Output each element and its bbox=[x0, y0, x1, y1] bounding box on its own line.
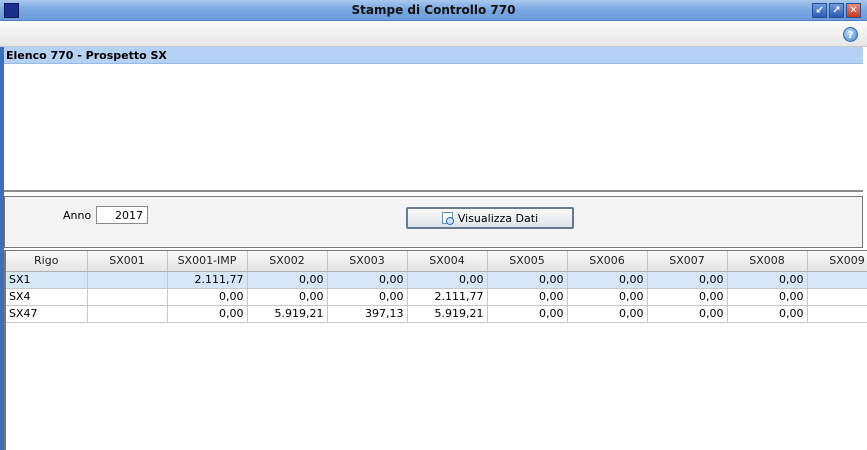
column-header-sx001[interactable]: SX001 bbox=[87, 251, 168, 272]
table-cell[interactable]: SX4 bbox=[6, 288, 88, 306]
section-title: Elenco 770 - Prospetto SX bbox=[4, 47, 863, 64]
column-header-sx005[interactable]: SX005 bbox=[487, 251, 568, 272]
table-cell[interactable]: 0,00 bbox=[647, 271, 728, 289]
table-cell[interactable]: 0,00 bbox=[407, 271, 488, 289]
table-cell[interactable]: 0,00 bbox=[167, 305, 248, 323]
visualizza-dati-button[interactable]: Visualizza Dati bbox=[406, 207, 574, 229]
data-grid: Rigo SX001 SX001-IMP SX002 SX003 SX004 SX005 SX… bbox=[4, 250, 867, 450]
content-area bbox=[4, 64, 863, 192]
app-logo-icon bbox=[4, 3, 19, 18]
title-bar: Stampe di Controllo 770 ↙ ↗ ✕ bbox=[0, 0, 867, 21]
table-cell[interactable]: 0,00 bbox=[327, 288, 408, 306]
table-cell[interactable] bbox=[87, 305, 168, 323]
column-header-sx006[interactable]: SX006 bbox=[567, 251, 648, 272]
table-cell[interactable] bbox=[87, 271, 168, 289]
window-title: Stampe di Controllo 770 bbox=[351, 3, 516, 17]
table-cell[interactable]: 5.919,21 bbox=[407, 305, 488, 323]
table-cell[interactable]: 0,00 bbox=[647, 288, 728, 306]
table-cell[interactable]: 0,00 bbox=[727, 288, 808, 306]
table-cell[interactable]: 0,00 bbox=[567, 288, 648, 306]
table-cell[interactable]: SX47 bbox=[6, 305, 88, 323]
table-cell[interactable]: 0,00 bbox=[647, 305, 728, 323]
table-cell[interactable]: 2.111,77 bbox=[407, 288, 488, 306]
maximize-button[interactable]: ↗ bbox=[829, 3, 844, 18]
table-cell[interactable]: 5.919,21 bbox=[247, 305, 328, 323]
close-button[interactable]: ✕ bbox=[846, 3, 861, 18]
table-cell[interactable]: 0,00 bbox=[327, 271, 408, 289]
column-header-sx002[interactable]: SX002 bbox=[247, 251, 328, 272]
visualizza-dati-label: Visualizza Dati bbox=[457, 211, 539, 225]
table-cell[interactable]: 0,00 bbox=[727, 271, 808, 289]
table-cell[interactable]: 0,00 bbox=[567, 271, 648, 289]
column-header-sx009[interactable]: SX009 bbox=[807, 251, 867, 272]
minimize-button[interactable]: ↙ bbox=[812, 3, 827, 18]
table-cell[interactable]: 0,00 bbox=[167, 288, 248, 306]
table-cell[interactable]: 0,00 bbox=[247, 288, 328, 306]
table-cell[interactable]: 0,00 bbox=[567, 305, 648, 323]
help-icon[interactable]: ? bbox=[843, 27, 858, 42]
table-cell[interactable]: 2.111,77 bbox=[167, 271, 248, 289]
table-cell[interactable]: 0,00 bbox=[487, 288, 568, 306]
table-cell[interactable]: 0,00 bbox=[727, 305, 808, 323]
table-row[interactable]: SX1 2.111,77 0,00 0,00 0,00 0,00 0,00 0,00 0,00 bbox=[6, 271, 867, 289]
table-cell[interactable]: 0,00 bbox=[247, 271, 328, 289]
column-header-sx004[interactable]: SX004 bbox=[407, 251, 488, 272]
table-cell[interactable]: 397,13 bbox=[327, 305, 408, 323]
column-header-rigo[interactable]: Rigo bbox=[6, 251, 88, 272]
column-header-sx001-imp[interactable]: SX001-IMP bbox=[167, 251, 248, 272]
column-header-sx003[interactable]: SX003 bbox=[327, 251, 408, 272]
window-frame bbox=[0, 47, 867, 450]
table-cell[interactable]: SX1 bbox=[6, 271, 88, 289]
anno-input[interactable] bbox=[96, 206, 148, 224]
table-cell[interactable] bbox=[87, 288, 168, 306]
table-row[interactable]: SX4 0,00 0,00 0,00 2.111,77 0,00 0,00 0,00 0,00 bbox=[6, 288, 867, 306]
column-header-sx008[interactable]: SX008 bbox=[727, 251, 808, 272]
column-header-sx007[interactable]: SX007 bbox=[647, 251, 728, 272]
table-cell[interactable]: 0,00 bbox=[487, 305, 568, 323]
anno-label: Anno bbox=[63, 209, 92, 222]
table-cell[interactable] bbox=[807, 305, 867, 323]
document-search-icon bbox=[441, 212, 454, 225]
filter-panel: Anno Visualizza Dati bbox=[4, 196, 863, 248]
table-cell[interactable]: 0,00 bbox=[487, 271, 568, 289]
table-cell[interactable] bbox=[807, 288, 867, 306]
toolbar: ? bbox=[0, 22, 867, 47]
table-cell[interactable] bbox=[807, 271, 867, 289]
table-row[interactable]: SX47 0,00 5.919,21 397,13 5.919,21 0,00 0,00 0,… bbox=[6, 305, 867, 323]
